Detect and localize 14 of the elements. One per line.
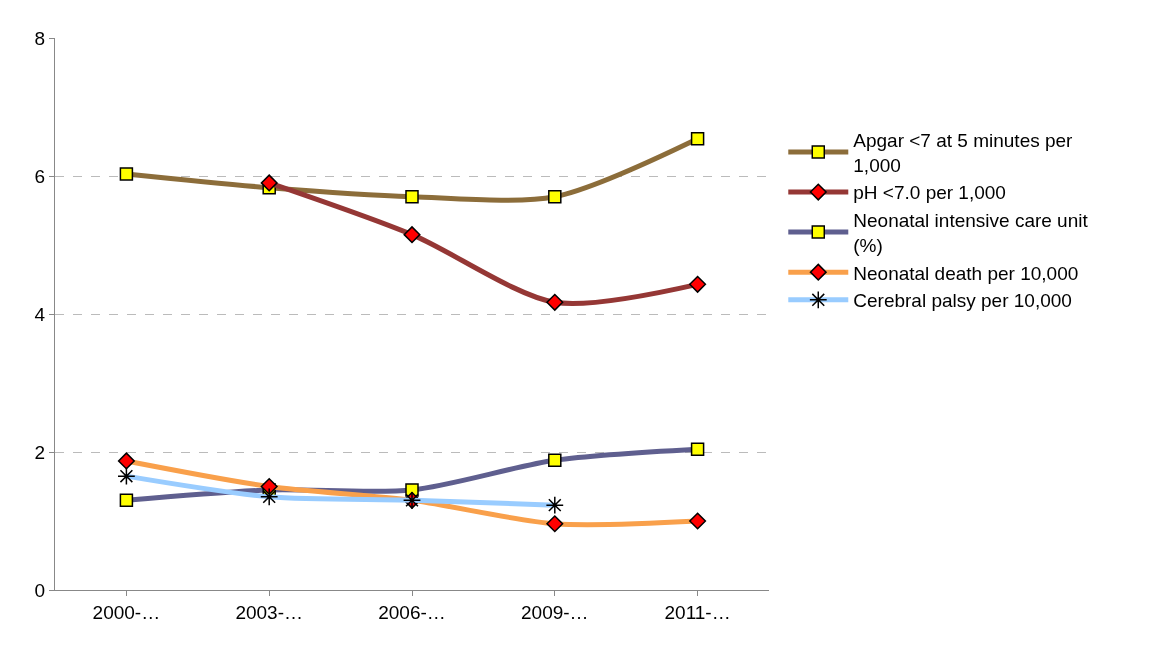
x-tick-label: 2006-…	[378, 601, 446, 623]
legend-label: Neonatal death per 10,000	[853, 262, 1079, 284]
y-tick-label: 2	[34, 441, 46, 463]
legend-label: Neonatal intensive care unit (%)	[853, 210, 1089, 256]
y-tick-label: 4	[34, 303, 46, 325]
x-tick-label: 2009-…	[521, 601, 589, 623]
legend-label: Cerebral palsy per 10,000	[853, 290, 1072, 312]
x-tick-label: 2003-…	[235, 601, 303, 623]
y-tick-label: 0	[34, 579, 46, 601]
y-tick-label: 6	[34, 165, 46, 187]
x-tick-label: 2000-…	[92, 601, 161, 623]
legend-label: pH <7.0 per 1,000	[853, 182, 1006, 204]
x-tick-label: 2011-…	[664, 601, 731, 623]
y-tick-label: 8	[34, 27, 46, 49]
